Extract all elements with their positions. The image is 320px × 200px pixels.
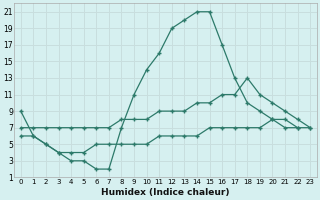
X-axis label: Humidex (Indice chaleur): Humidex (Indice chaleur) [101, 188, 230, 197]
